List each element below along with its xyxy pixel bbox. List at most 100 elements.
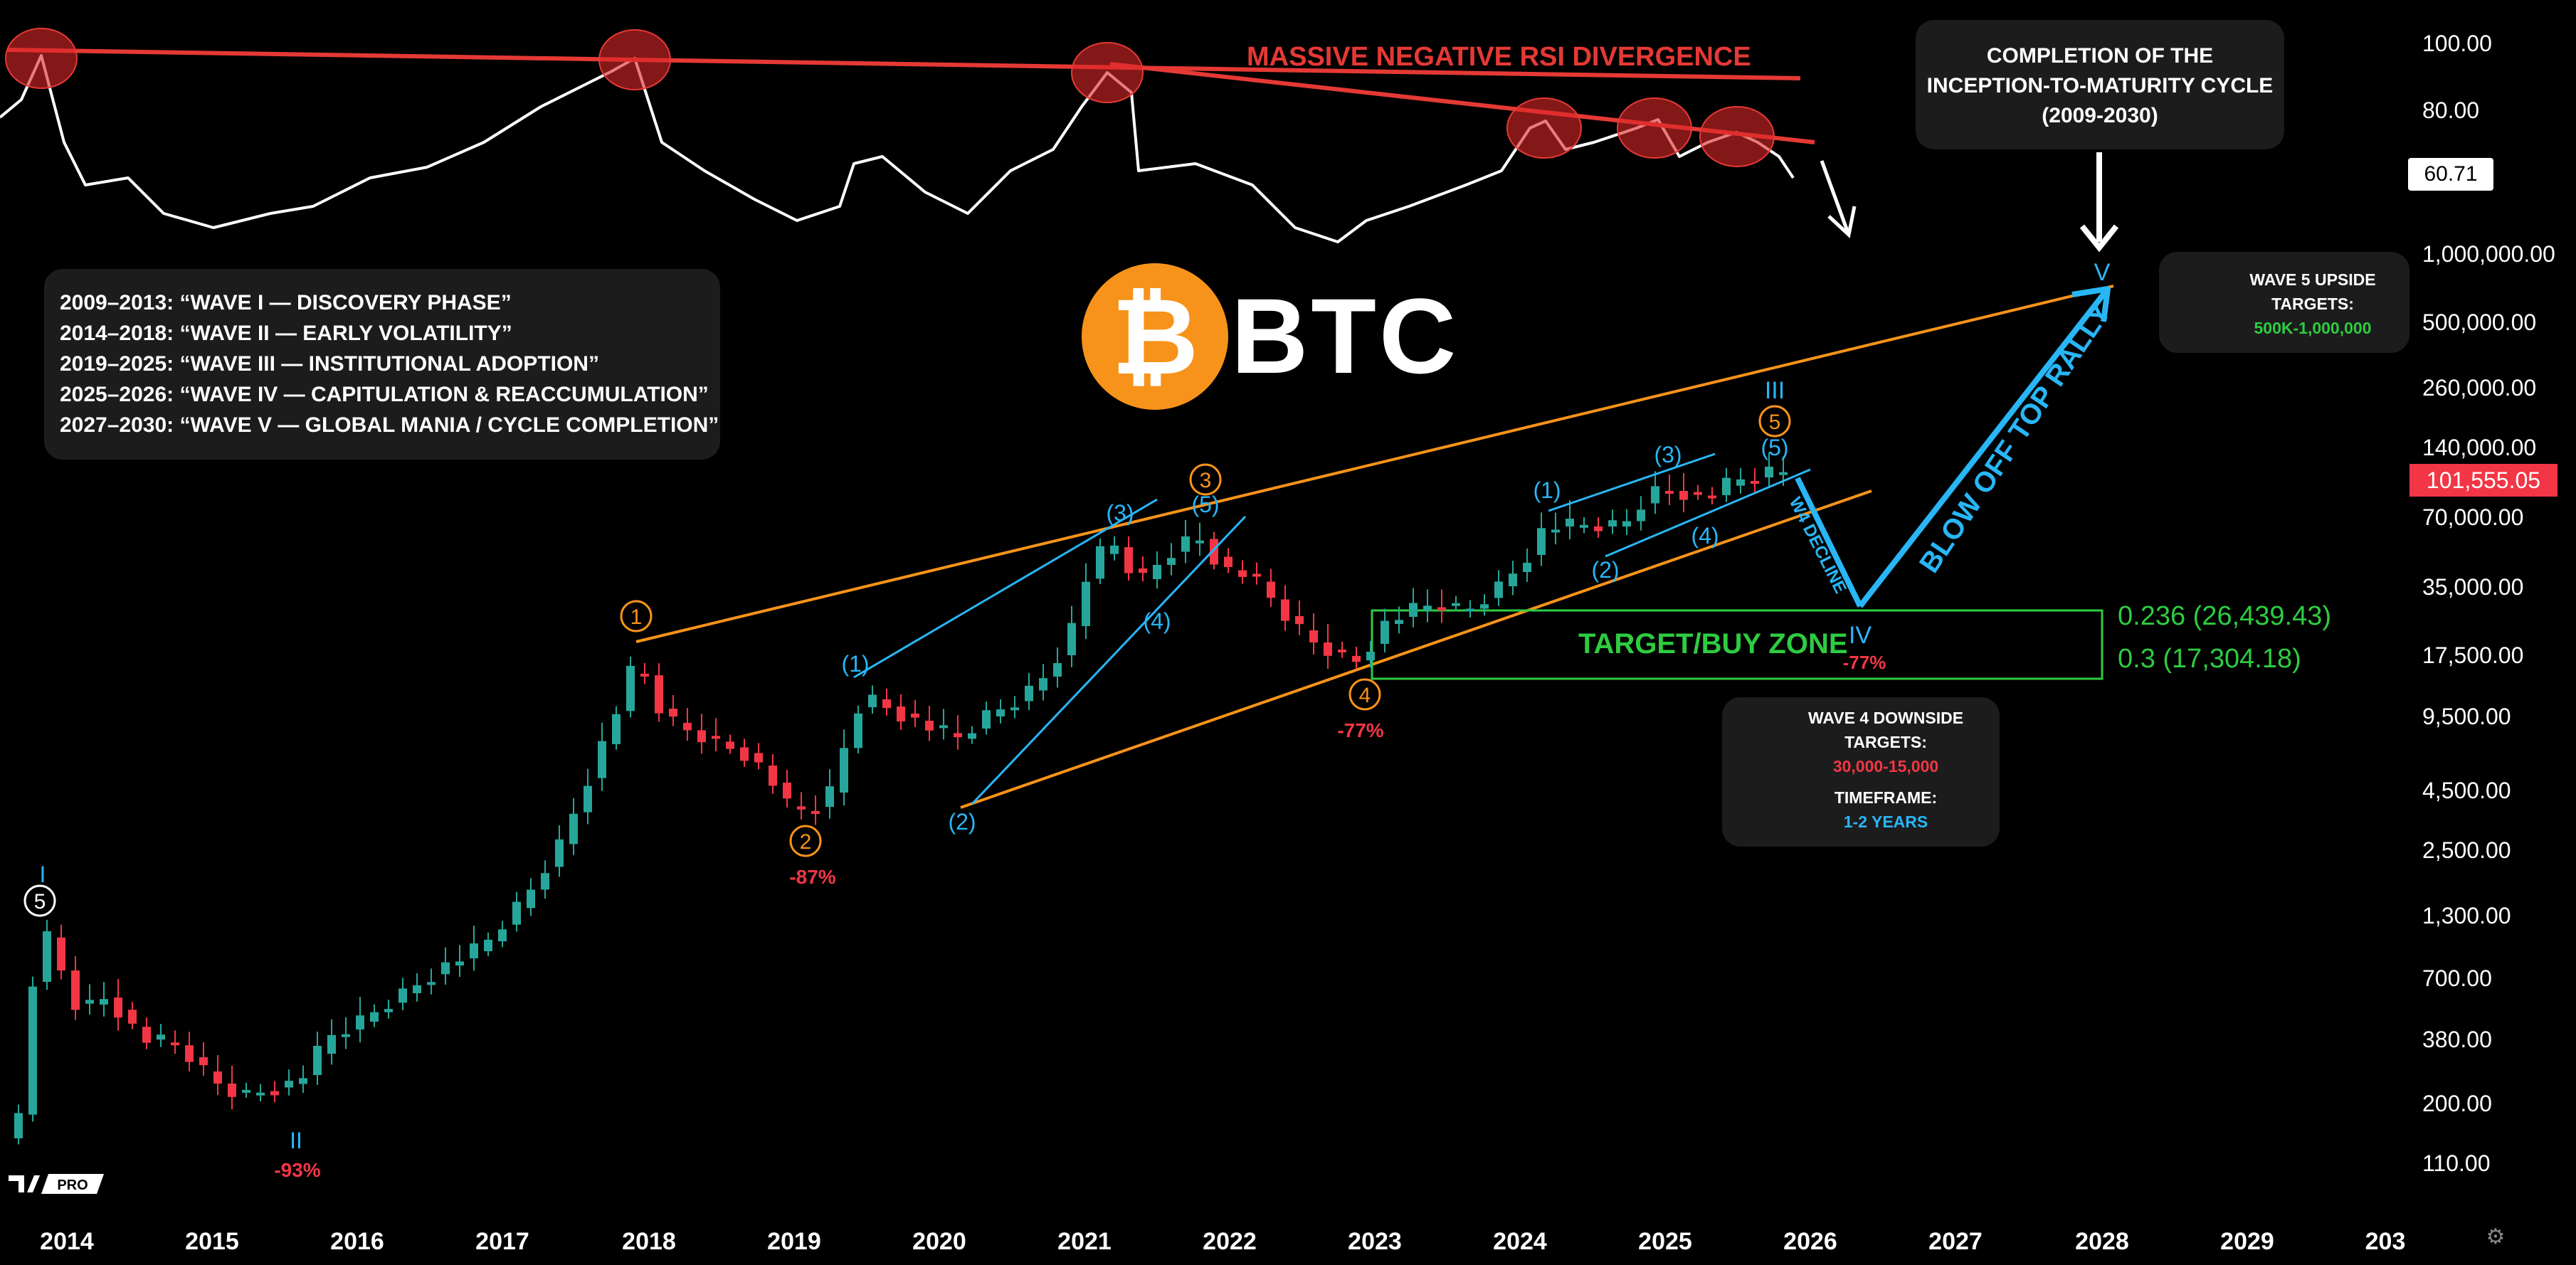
candle-body [541, 873, 549, 890]
candle-body [1281, 599, 1289, 621]
candle-body [882, 699, 891, 709]
price-axis-label: 380.00 [2422, 1027, 2492, 1052]
candle-body [1722, 477, 1731, 495]
wave-labels: 1 2 3 4 5 5 (1) (2) (3) (4) (5) (1) (2) … [23, 259, 2111, 1181]
candle-body [854, 713, 862, 748]
time-axis-label: 2019 [767, 1228, 821, 1255]
candle-body [626, 665, 635, 711]
candle-body [1195, 540, 1204, 544]
candle-body [1352, 655, 1361, 662]
rsi-peak-marker [1506, 97, 1582, 159]
time-axis-label: 2016 [330, 1228, 384, 1255]
candle-body [1480, 604, 1489, 609]
candle-body [1338, 650, 1346, 652]
candle-body [811, 811, 820, 814]
rsi-current-tag: 60.71 [2408, 158, 2493, 191]
wave-4-marker: 4 [1348, 678, 1381, 711]
candle-body [441, 962, 450, 975]
channel-upper-line [635, 285, 2114, 643]
wave-3-marker: 3 [1189, 463, 1222, 496]
wave-5-marker: 5 [1758, 405, 1791, 438]
subwave-3a: (3) [1106, 500, 1134, 526]
wave5-title: WAVE 5 UPSIDE TARGETS: 500K-1,000,000 [2227, 268, 2398, 340]
time-axis-label: 203 [2365, 1228, 2406, 1255]
candle-body [100, 999, 108, 1005]
subwave-4a: (4) [1143, 608, 1171, 634]
rsi-line [0, 54, 1795, 243]
svg-text:2: 2 [800, 830, 812, 854]
legend-item: 2019–2025: “WAVE III — INSTITUTIONAL ADO… [60, 352, 599, 376]
candle-body [1679, 491, 1688, 500]
candle-body [1665, 491, 1674, 494]
subwave-3b: (3) [1654, 442, 1682, 467]
candle-body [1181, 536, 1190, 552]
time-axis-label: 2018 [622, 1228, 676, 1255]
price-axis-label: 200.00 [2422, 1091, 2492, 1116]
tradingview-logo: PRO [9, 1174, 104, 1194]
rsi-peak-marker [5, 28, 78, 89]
candle-body [1267, 581, 1275, 598]
subwave-4b: (4) [1691, 523, 1719, 549]
candle-body [1622, 521, 1631, 526]
time-axis-label: 2015 [185, 1228, 239, 1255]
candle-body [455, 961, 464, 965]
candle-body [356, 1015, 364, 1030]
drawdown-2022: -77% [1337, 719, 1383, 741]
candle-body [712, 736, 720, 739]
roman-IV: IV [1849, 622, 1872, 649]
candle-body [1324, 642, 1332, 656]
svg-text:4: 4 [1359, 684, 1371, 707]
rsi-divergence-title: MASSIVE NEGATIVE RSI DIVERGENCE [1247, 42, 1751, 72]
blow-off-path [1857, 287, 2111, 608]
candle-body [370, 1012, 379, 1022]
candle-body [1096, 546, 1104, 579]
candle-body [612, 714, 621, 744]
candlestick-series [14, 452, 1788, 1145]
rsi-down-arrow [1820, 160, 1857, 238]
candle-body [683, 723, 692, 731]
candle-body [569, 813, 578, 845]
cycle-completion-box: COMPLETION OF THE INCEPTION-TO-MATURITY … [1916, 20, 2284, 149]
wave5-target-box: WAVE 5 UPSIDE TARGETS: 500K-1,000,000 [2159, 252, 2409, 353]
candle-body [1765, 466, 1773, 477]
candle-body [783, 783, 791, 799]
candle-body [1124, 547, 1133, 573]
svg-text:1: 1 [630, 605, 643, 629]
timeframe-value: 1-2 YEARS [1843, 813, 1928, 831]
subwave-2a: (2) [948, 809, 976, 835]
candle-body [1366, 652, 1375, 661]
legend-item: 2014–2018: “WAVE II — EARLY VOLATILITY” [60, 322, 512, 345]
wave-line [1605, 468, 1811, 558]
candle-body [185, 1045, 194, 1062]
price-axis-label: 1,000,000.00 [2422, 241, 2555, 267]
rsi-peak-marker [1071, 42, 1144, 103]
candle-body [470, 943, 478, 958]
candle-body [57, 937, 65, 970]
time-axis-label: 2021 [1057, 1228, 1112, 1255]
btc-logo: ₿ [1082, 263, 1228, 410]
candle-body [398, 988, 407, 1003]
candle-body [1381, 620, 1389, 644]
cycle-line: COMPLETION OF THE [1986, 44, 2214, 68]
time-axis-label: 2020 [912, 1228, 966, 1255]
candle-body [1694, 492, 1702, 495]
candle-body [384, 1009, 393, 1012]
candle-body [1651, 486, 1659, 504]
candle-body [1309, 630, 1318, 642]
candle-body [640, 673, 649, 677]
candle-body [1252, 573, 1261, 577]
candle-body [1551, 529, 1560, 533]
candle-body [213, 1071, 222, 1084]
candle-body [1153, 565, 1161, 579]
candle-body [171, 1042, 179, 1046]
wave-2-marker: 2 [789, 825, 822, 857]
time-axis-label: 2025 [1638, 1228, 1692, 1255]
candle-body [484, 939, 492, 951]
candle-body [313, 1046, 322, 1075]
candle-body [1053, 663, 1062, 677]
subwave-5a: (5) [1191, 492, 1219, 517]
candle-body [1010, 707, 1019, 711]
price-axis: 1,000,000.00 500,000.00 260,000.00 140,000.… [2422, 241, 2555, 1176]
channel-lower-line [960, 489, 1872, 809]
settings-gear-icon[interactable]: ⚙ [2486, 1225, 2506, 1249]
